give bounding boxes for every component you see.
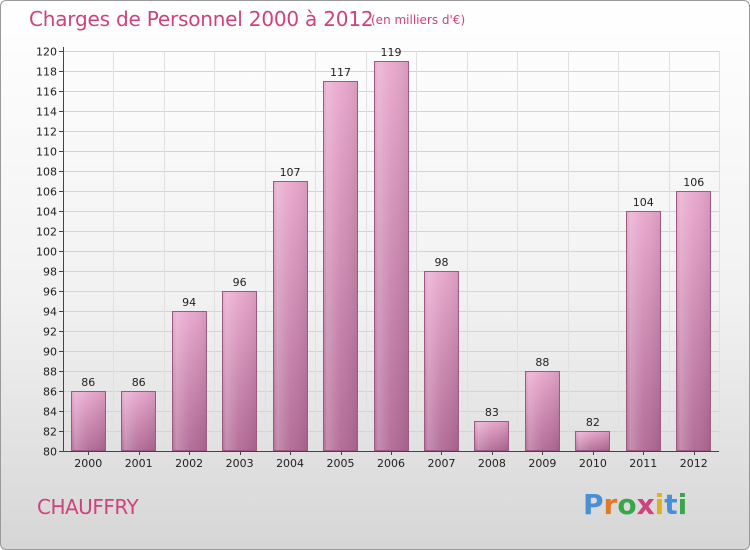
bar-outline — [172, 311, 207, 451]
data-label: 107 — [280, 166, 301, 179]
x-tick-label: 2012 — [680, 457, 708, 470]
bar-outline — [424, 271, 459, 451]
bar-outline — [71, 391, 106, 451]
bar-shine — [222, 291, 257, 451]
bar-outline — [273, 181, 308, 451]
bar-outline — [323, 81, 358, 451]
y-tick-label: 90 — [43, 346, 57, 359]
bar-outline — [676, 191, 711, 451]
data-label: 117 — [330, 66, 351, 79]
bar-outline — [575, 431, 610, 451]
logo-letter: i — [677, 488, 688, 521]
y-tick-label: 106 — [36, 186, 57, 199]
bar-shine — [172, 311, 207, 451]
x-tick-label: 2009 — [528, 457, 556, 470]
bar-outline — [121, 391, 156, 451]
y-tick-label: 104 — [36, 206, 57, 219]
logo-letter: t — [664, 488, 678, 521]
y-tick-label: 102 — [36, 226, 57, 239]
data-label: 106 — [683, 176, 704, 189]
y-tick-label: 88 — [43, 366, 57, 379]
x-tick-label: 2003 — [226, 457, 254, 470]
y-tick-label: 110 — [36, 146, 57, 159]
x-tick-label: 2011 — [629, 457, 657, 470]
x-tick-label: 2004 — [276, 457, 304, 470]
proxiti-logo[interactable]: Proxiti — [583, 488, 687, 521]
logo-letter: P — [583, 488, 604, 521]
y-tick-label: 94 — [43, 306, 57, 319]
y-tick-label: 80 — [43, 446, 57, 459]
data-label: 82 — [586, 416, 600, 429]
y-tick-label: 92 — [43, 326, 57, 339]
x-tick-label: 2002 — [175, 457, 203, 470]
bar-outline — [222, 291, 257, 451]
y-tick-label: 118 — [36, 66, 57, 79]
logo-letter: x — [636, 488, 655, 521]
y-tick-label: 100 — [36, 246, 57, 259]
x-tick-label: 2008 — [478, 457, 506, 470]
bar-shine — [323, 81, 358, 451]
bar-shine — [374, 61, 409, 451]
data-label: 88 — [535, 356, 549, 369]
y-tick-label: 82 — [43, 426, 57, 439]
data-label: 98 — [434, 256, 448, 269]
chart-title: Charges de Personnel 2000 à 2012 — [29, 7, 374, 31]
bar-shine — [121, 391, 156, 451]
data-label: 96 — [233, 276, 247, 289]
data-label: 86 — [81, 376, 95, 389]
y-tick-label: 108 — [36, 166, 57, 179]
data-label: 86 — [132, 376, 146, 389]
x-tick-label: 2000 — [74, 457, 102, 470]
chart-subtitle: (en milliers d'€) — [371, 13, 466, 27]
bar-shine — [525, 371, 560, 451]
bars — [71, 61, 711, 451]
y-tick-label: 120 — [36, 46, 57, 59]
x-tick-label: 2006 — [377, 457, 405, 470]
bar-shine — [676, 191, 711, 451]
y-tick-label: 116 — [36, 86, 57, 99]
bar-shine — [71, 391, 106, 451]
bar-shine — [424, 271, 459, 451]
bar-outline — [626, 211, 661, 451]
logo-letter: o — [617, 488, 637, 521]
x-tick-label: 2007 — [427, 457, 455, 470]
bar-outline — [474, 421, 509, 451]
y-tick-label: 112 — [36, 126, 57, 139]
bar-outline — [525, 371, 560, 451]
data-label: 94 — [182, 296, 196, 309]
bar-outline — [374, 61, 409, 451]
data-label: 104 — [633, 196, 654, 209]
data-label: 83 — [485, 406, 499, 419]
y-tick-label: 98 — [43, 266, 57, 279]
y-tick-label: 114 — [36, 106, 57, 119]
x-tick-label: 2010 — [579, 457, 607, 470]
y-tick-label: 86 — [43, 386, 57, 399]
y-tick-label: 96 — [43, 286, 57, 299]
axes — [59, 47, 719, 455]
x-tick-label: 2005 — [327, 457, 355, 470]
commune-name: CHAUFFRY — [37, 495, 139, 519]
bar-shine — [474, 421, 509, 451]
y-tick-label: 84 — [43, 406, 57, 419]
bar-shine — [626, 211, 661, 451]
logo-letter: r — [603, 488, 618, 521]
logo-letter: i — [654, 488, 665, 521]
labels: 80 82 84 86 88 90 92 94 96 98 100 102 104 106 108 110 11… — [36, 46, 708, 471]
data-label: 119 — [381, 46, 402, 59]
bar-shine — [273, 181, 308, 451]
x-tick-label: 2001 — [125, 457, 153, 470]
bar-shine — [575, 431, 610, 451]
